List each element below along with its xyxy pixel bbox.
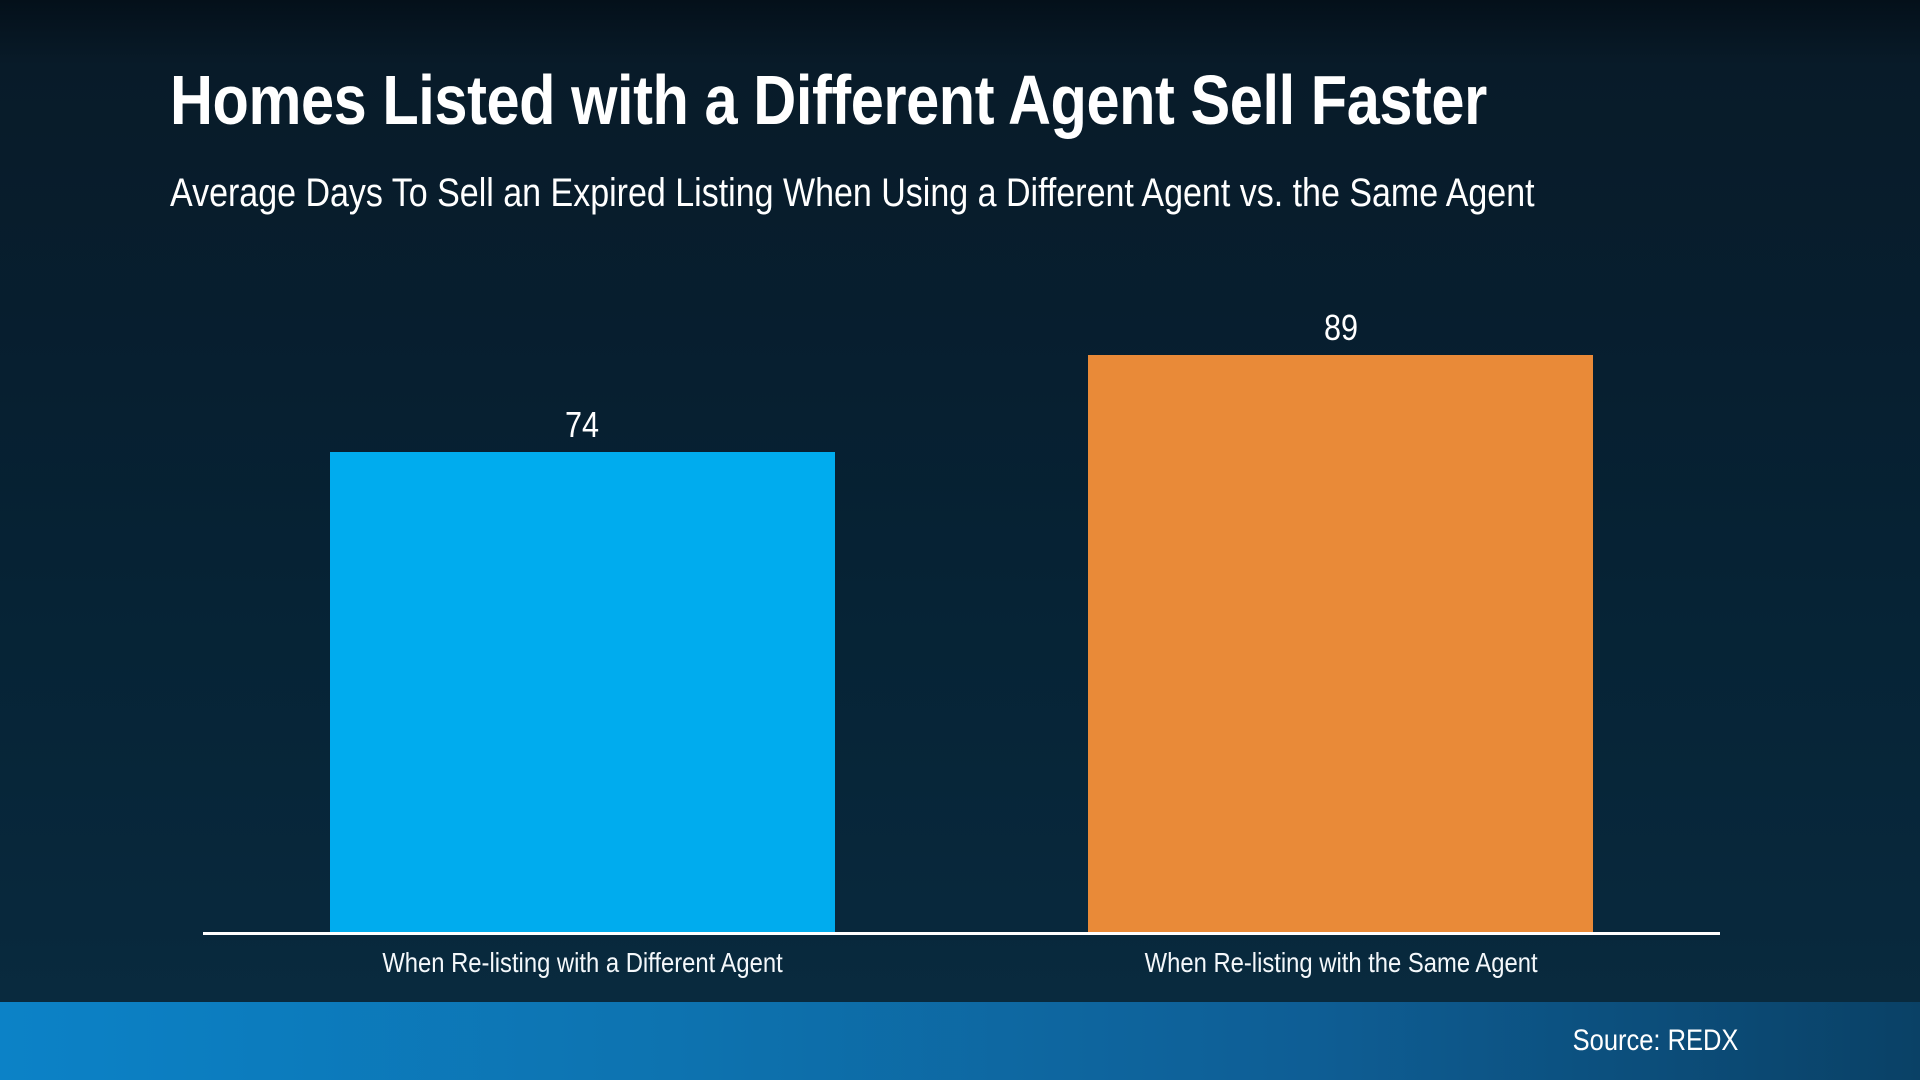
footer-bar: Source: REDX [0,1002,1920,1080]
chart-subtitle: Average Days To Sell an Expired Listing … [170,171,1535,215]
bar-different-agent [329,452,835,932]
bar-same-agent [1088,355,1594,932]
bar-slot-different-agent: 74 [203,284,962,932]
category-labels-row: When Re-listing with a Different Agent W… [203,946,1720,980]
category-label-wrap: When Re-listing with a Different Agent [203,946,962,980]
bar-slot-same-agent: 89 [962,284,1721,932]
chart-title: Homes Listed with a Different Agent Sell… [170,61,1487,139]
bar-value-label-different-agent: 74 [565,404,600,446]
category-label-different-agent: When Re-listing with a Different Agent [382,947,783,978]
bar-column-different-agent: 74 [329,284,835,932]
source-attribution: Source: REDX [1572,1024,1739,1057]
bar-value-label-same-agent: 89 [1323,307,1358,349]
bar-column-same-agent: 89 [1088,284,1594,932]
category-label-same-agent: When Re-listing with the Same Agent [1144,947,1538,978]
bar-chart: 74 89 [203,284,1721,935]
category-label-wrap: When Re-listing with the Same Agent [962,946,1721,980]
x-axis-line [203,932,1720,935]
